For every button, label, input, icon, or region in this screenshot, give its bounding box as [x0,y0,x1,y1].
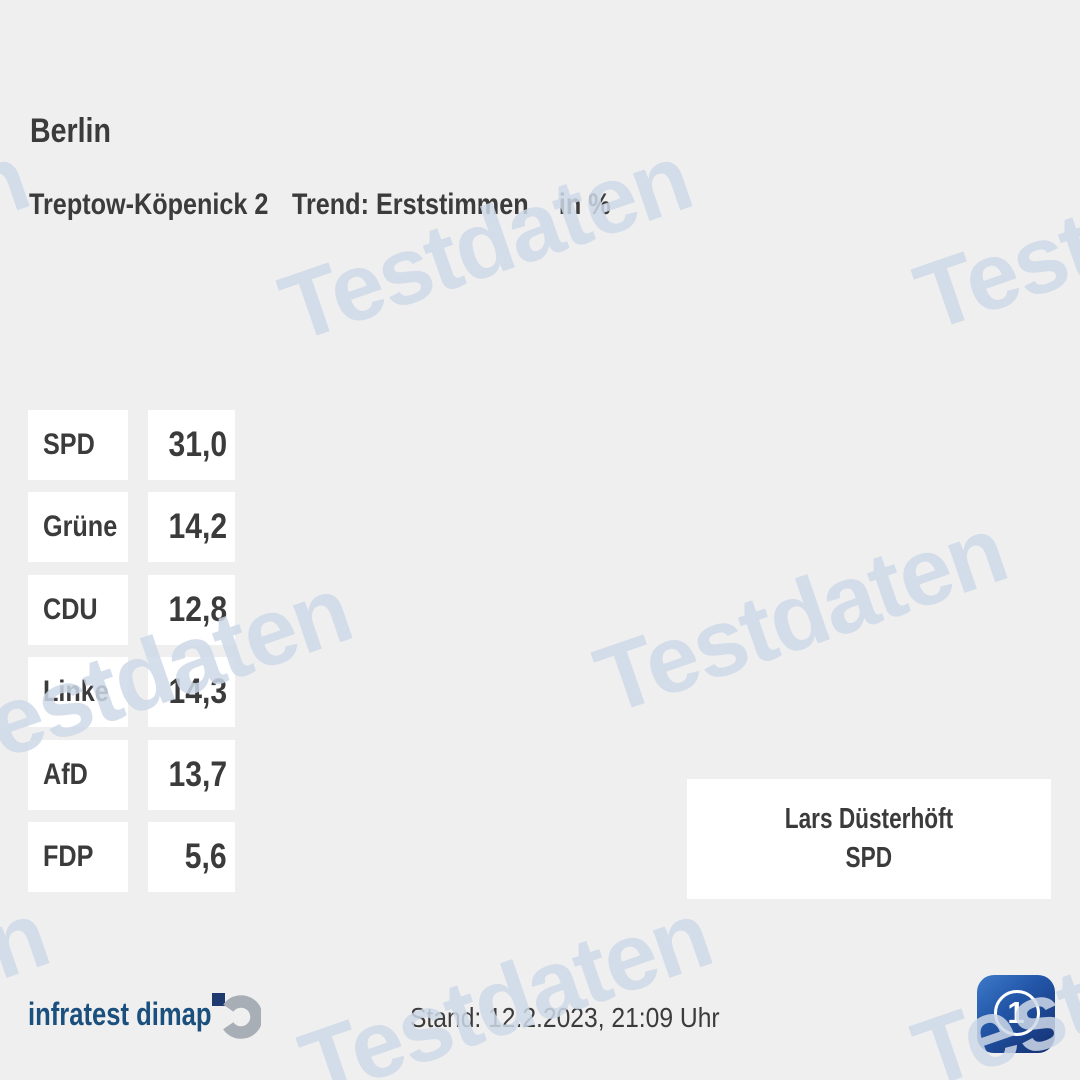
candidate-name: Lars Düsterhöft [784,803,954,835]
party-name: Linke [43,675,109,708]
region-title: Berlin [30,112,111,150]
district-label: Treptow-Köpenick 2 [29,188,269,221]
infratest-dimap-mark-icon [212,993,261,1039]
page-title: Berlin [30,112,126,151]
party-name: FDP [43,840,94,873]
party-value-box: 14,2 [148,492,235,562]
party-label-box: AfD [28,740,128,810]
party-name: AfD [43,758,88,791]
party-name: CDU [43,593,98,626]
watermark-testdaten: Testdaten [0,124,41,363]
unit-label: in % [558,188,611,221]
ard-one-glyph: 1 [1007,995,1025,1030]
infratest-dimap-wordmark: infratest dimap [28,996,212,1032]
party-name: Grüne [43,510,118,543]
watermark-testdaten: Testdaten [583,496,1019,735]
timestamp-label: Stand: 12.2.2023, 21:09 Uhr [410,1002,720,1033]
watermark-testdaten: Testdaten [903,113,1080,352]
party-value: 12,8 [168,590,227,629]
party-value: 5,6 [185,837,227,876]
party-value-box: 13,7 [148,740,235,810]
party-value-box: 12,8 [148,575,235,645]
party-label-box: FDP [28,822,128,892]
party-name: SPD [43,428,95,461]
ring-icon [994,990,1040,1036]
party-value-box: 5,6 [148,822,235,892]
party-label-box: Grüne [28,492,128,562]
party-label-box: CDU [28,575,128,645]
party-value-box: 31,0 [148,410,235,480]
trend-label: Trend: Erststimmen [291,188,529,221]
watermark-testdaten: Testdaten [268,124,704,363]
party-value: 14,2 [168,507,227,546]
ard-das-erste-logo: 1 [977,975,1055,1053]
party-value: 31,0 [168,425,227,464]
party-value: 13,7 [168,755,227,794]
watermark-testdaten: Testdaten [0,881,61,1080]
party-value-box: 14,3 [148,657,235,727]
party-label-box: SPD [28,410,128,480]
leading-candidate-box: Lars Düsterhöft SPD [687,779,1051,899]
party-label-box: Linke [28,657,128,727]
party-value: 14,3 [168,672,227,711]
subtitle-line: Treptow-Köpenick 2 Trend: Erststimmen in % [29,188,721,222]
watermark-testdaten: Testdaten [288,881,724,1080]
candidate-party: SPD [845,842,893,874]
